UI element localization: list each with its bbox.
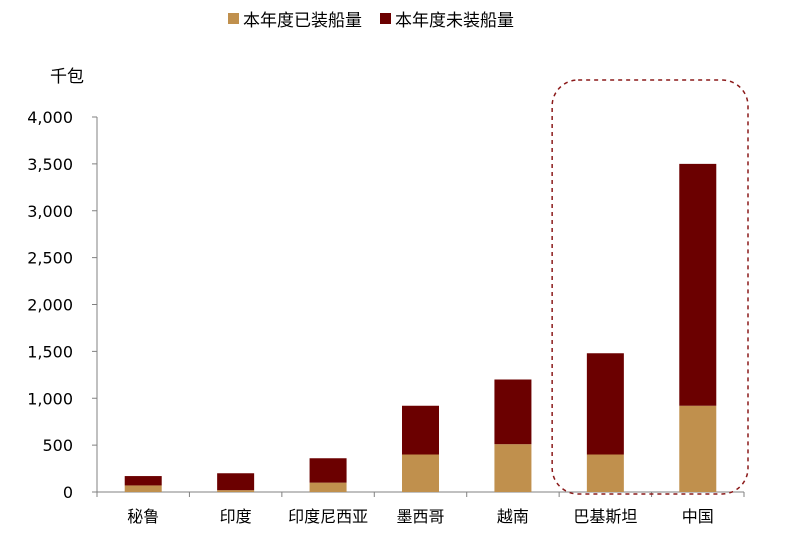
bar-shipped [217,490,255,492]
x-tick-label: 墨西哥 [396,507,444,526]
x-tick-label: 巴基斯坦 [573,507,637,526]
legend-label-unshipped: 本年度未装船量 [395,11,514,31]
y-tick-label: 1,000 [27,389,73,408]
y-tick-label: 2,000 [27,296,73,315]
bar-shipped [402,454,439,492]
x-tick-label: 秘鲁 [127,507,159,526]
legend-item-unshipped: 本年度未装船量 [380,6,514,31]
legend-swatch-unshipped [380,13,391,24]
bar-shipped [586,454,624,492]
y-tick-label: 3,500 [27,155,73,174]
x-tick-label: 印度 [220,507,252,526]
x-tick-label: 越南 [497,507,529,526]
y-tick-label: 1,500 [27,342,73,361]
bar-shipped [679,405,717,492]
y-tick-label: 500 [42,436,73,455]
bar-unshipped [402,405,439,455]
y-tick-label: 2,500 [27,249,73,268]
x-tick-label: 中国 [682,507,714,526]
bar-shipped [309,482,347,492]
bar-unshipped [679,163,717,406]
legend-item-shipped: 本年度已装船量 [228,6,362,31]
y-tick-label: 4,000 [27,108,73,127]
y-tick-label: 3,000 [27,202,73,221]
bar-unshipped [124,476,162,486]
bar-shipped [124,485,162,492]
legend-label-shipped: 本年度已装船量 [243,11,362,31]
x-tick-label: 印度尼西亚 [288,507,368,526]
bar-unshipped [217,473,255,491]
y-tick-label: 0 [63,483,73,502]
bar-unshipped [586,353,624,455]
legend: 本年度已装船量 本年度未装船量 [228,6,532,31]
highlight-box [551,79,749,495]
legend-swatch-shipped [228,13,239,24]
bar-unshipped [494,379,532,445]
y-axis-unit-label: 千包 [50,67,84,87]
bar-unshipped [309,458,347,483]
bar-shipped [494,444,532,492]
